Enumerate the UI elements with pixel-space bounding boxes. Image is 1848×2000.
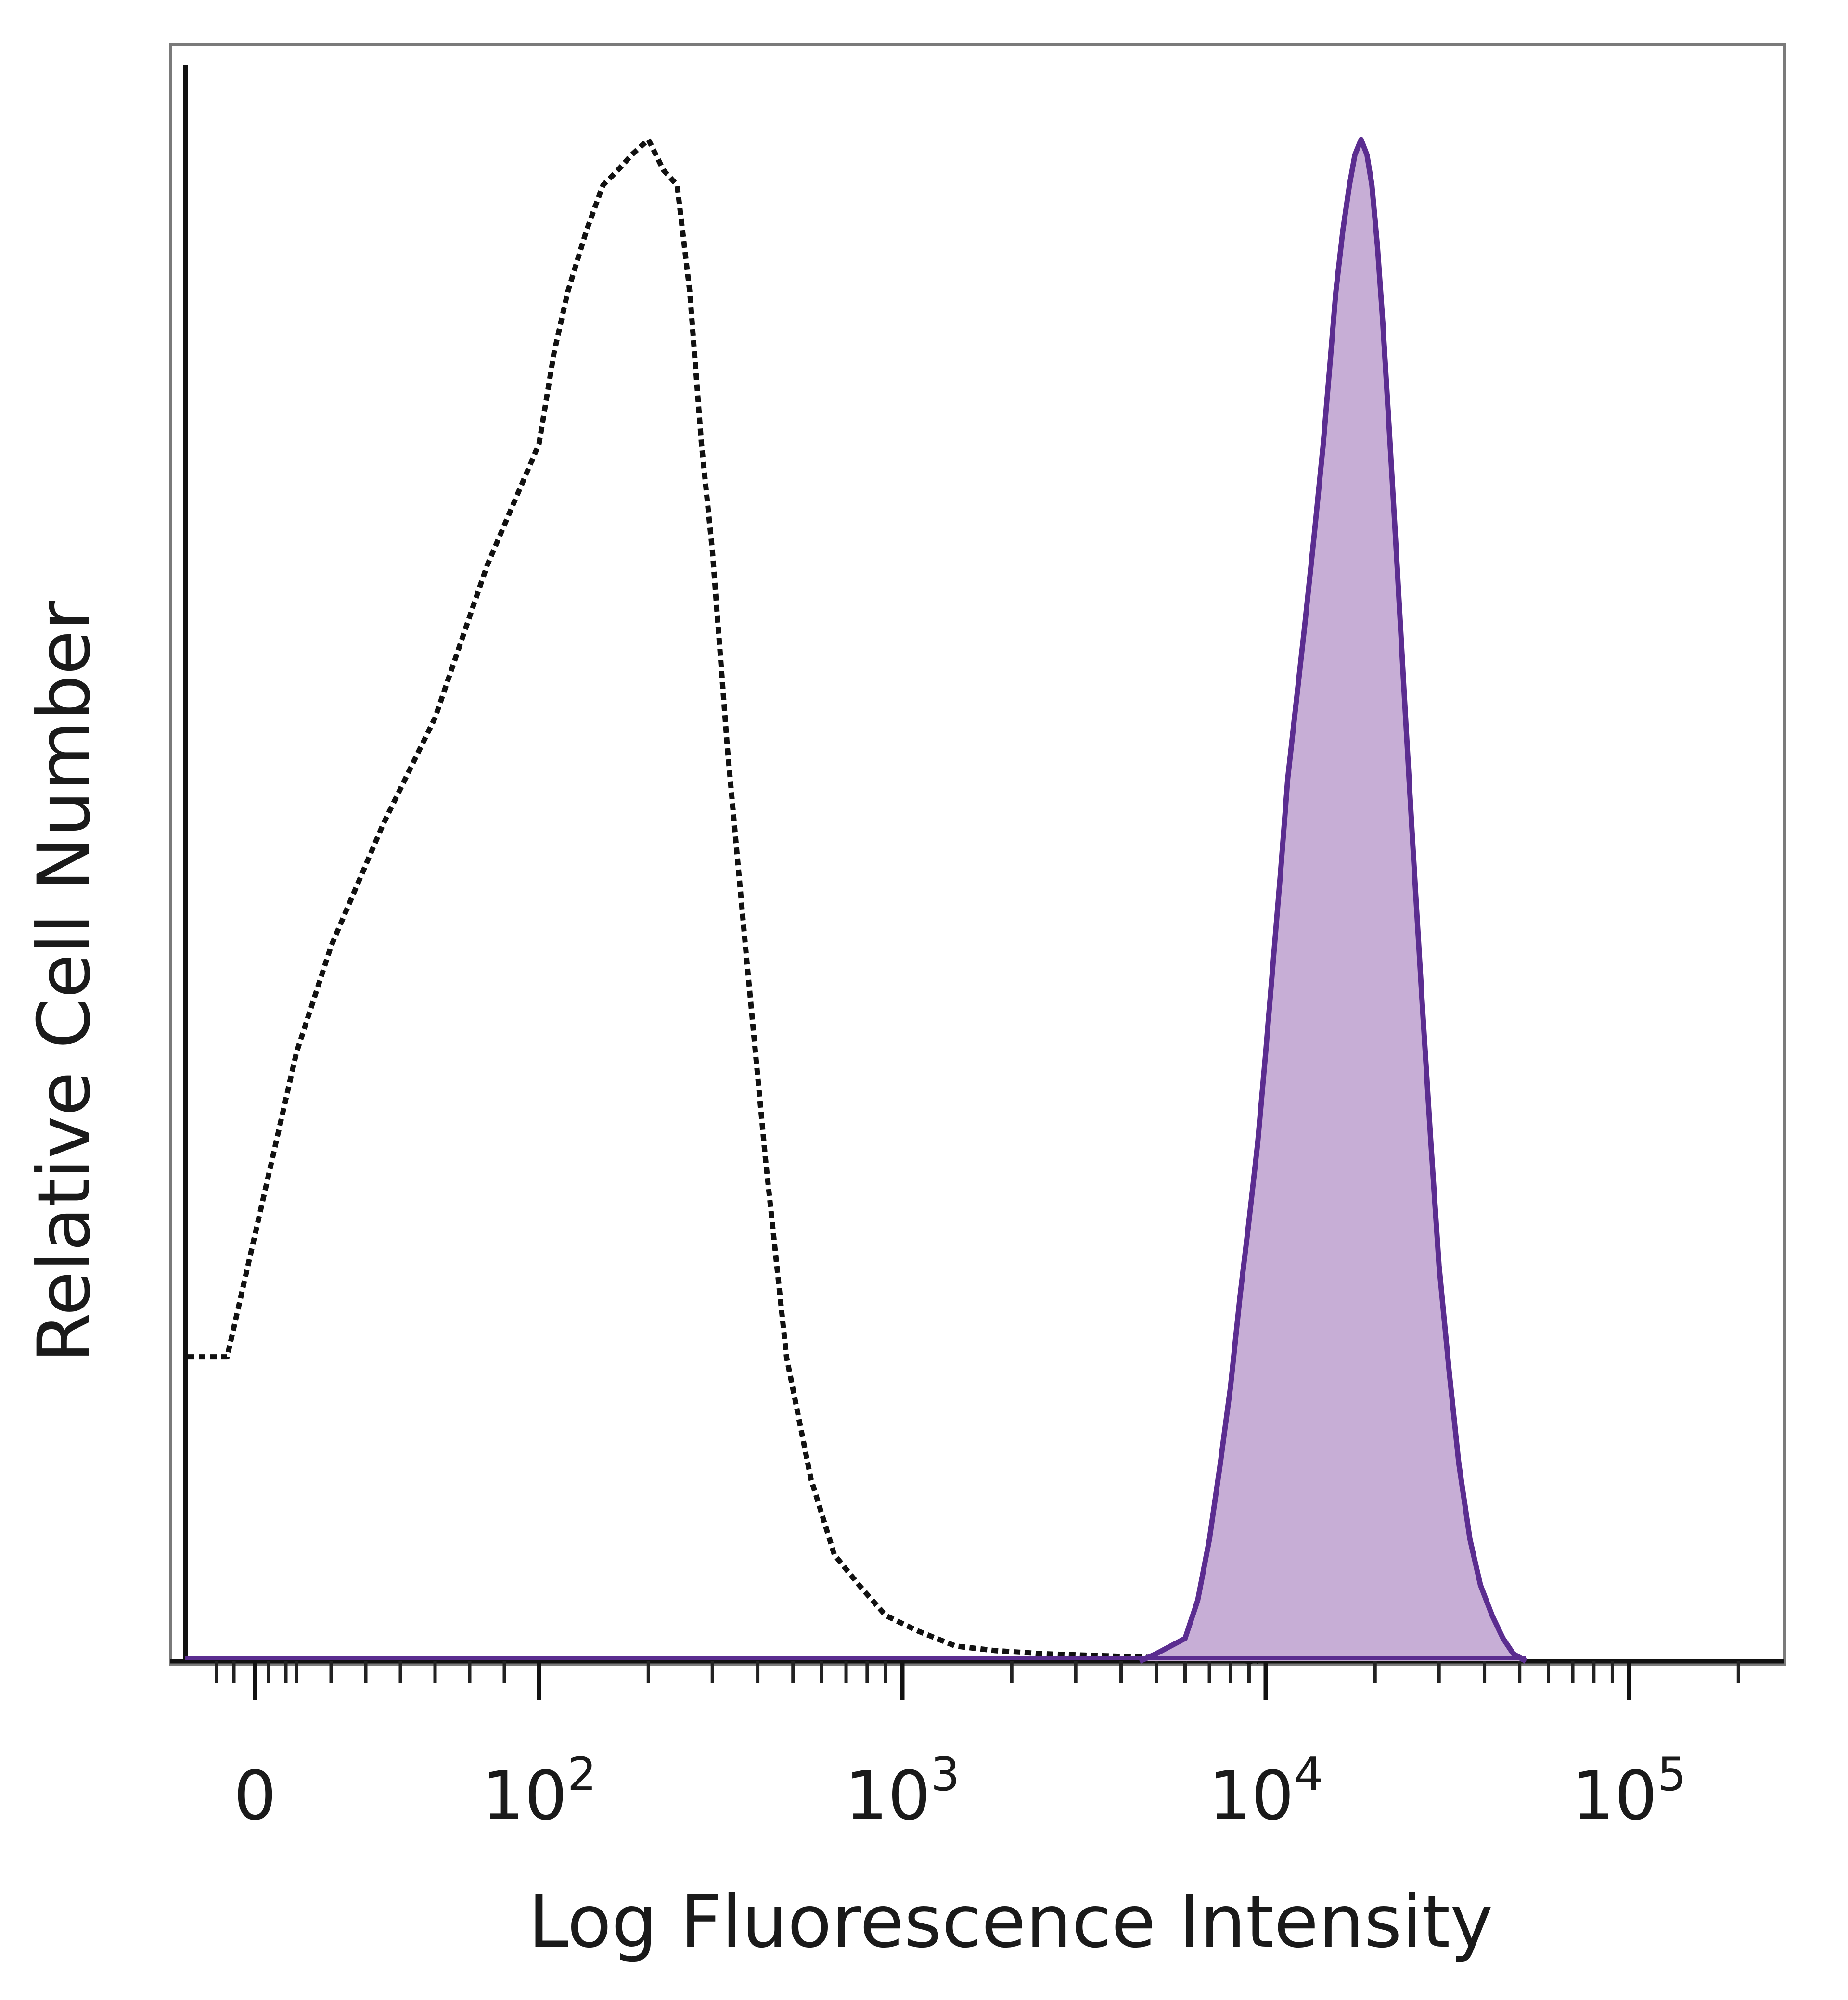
histogram-fill-1 [1140,140,1526,1661]
histogram-line-0 [188,137,1258,1664]
x-tick-labels: 0 102 103 104 105 [233,1748,1686,1835]
x-tick-label-base: 10 [845,1757,931,1835]
x-tick-label: 103 [845,1748,960,1835]
x-tick-label-exponent: 4 [1294,1748,1323,1801]
x-axis-label: Log Fluorescence Intensity [528,1880,1493,1964]
series-layer [185,137,1527,1664]
x-tick-label-exponent: 2 [567,1748,596,1801]
x-tick-label-exponent: 5 [1657,1748,1686,1801]
x-tick-label-exponent: 3 [931,1748,960,1801]
x-tick-label-base: 0 [233,1757,276,1835]
histogram-line-1 [1138,137,1527,1664]
x-tick-label-base: 10 [1572,1757,1657,1835]
x-tick-label: 104 [1208,1748,1323,1835]
x-major-ticks [253,1661,1631,1700]
plot-frame [169,43,1786,1666]
x-tick-label-base: 10 [1208,1757,1294,1835]
x-minor-ticks [215,1661,1740,1683]
x-tick-label: 105 [1572,1748,1687,1835]
y-axis-label: Relative Cell Number [23,601,106,1363]
x-tick-label-base: 10 [482,1757,567,1835]
x-tick-label: 102 [482,1748,597,1835]
x-tick-label: 0 [233,1757,276,1835]
